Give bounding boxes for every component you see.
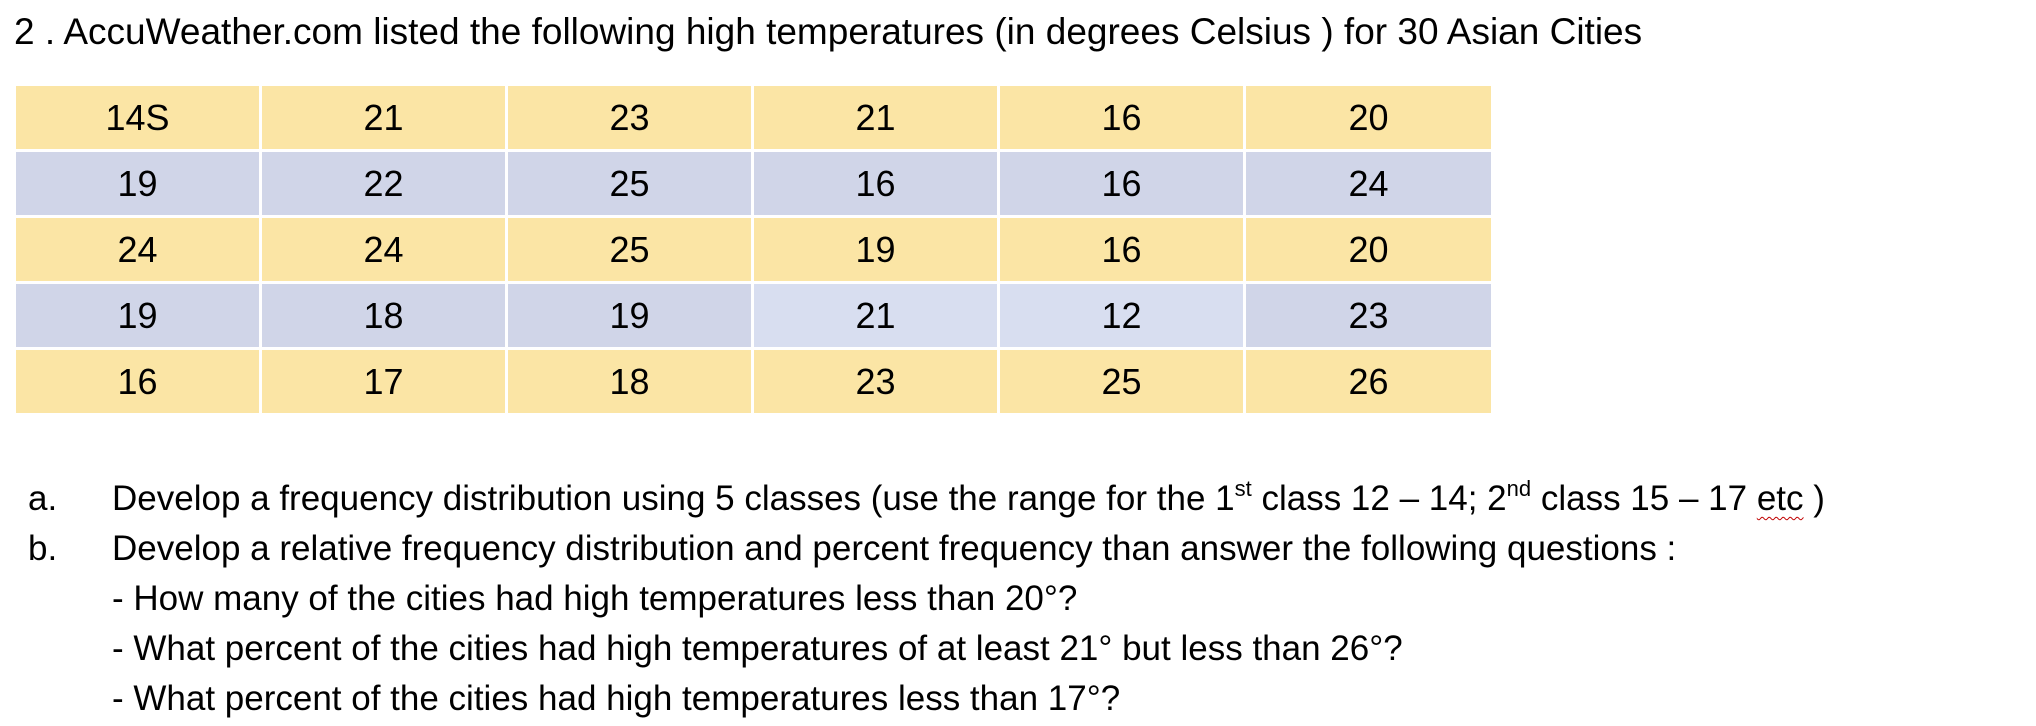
question-b-item-text: - What percent of the cities had high te… <box>112 679 1121 718</box>
table-cell: 19 <box>13 149 262 218</box>
table-cell: 21 <box>259 83 508 152</box>
question-a-letter: a. <box>28 479 58 518</box>
table-cell: 12 <box>997 281 1246 350</box>
question-b-text: Develop a relative frequency distributio… <box>112 529 1677 568</box>
temperature-table: 14S 21 23 21 16 20 19 22 25 16 16 24 24 … <box>13 83 1494 416</box>
table-cell: 25 <box>997 347 1246 416</box>
table-cell: 16 <box>13 347 262 416</box>
table-cell: 16 <box>751 149 1000 218</box>
table-cell: 24 <box>13 215 262 284</box>
table-cell: 18 <box>259 281 508 350</box>
table-cell: 23 <box>1243 281 1494 350</box>
table-cell: 16 <box>997 215 1246 284</box>
table-cell: 19 <box>505 281 754 350</box>
table-cell: 21 <box>751 83 1000 152</box>
table-cell: 20 <box>1243 83 1494 152</box>
table-row: 19 22 25 16 16 24 <box>13 149 1494 218</box>
table-cell: 16 <box>997 83 1246 152</box>
table-cell: 17 <box>259 347 508 416</box>
table-cell: 23 <box>505 83 754 152</box>
question-heading: 2 . AccuWeather.com listed the following… <box>14 11 1643 52</box>
table-row: 19 18 19 21 12 23 <box>13 281 1494 350</box>
spellcheck-underlined-word: etc <box>1756 479 1804 518</box>
question-b-letter: b. <box>28 529 58 568</box>
table-cell: 25 <box>505 215 754 284</box>
table-cell: 21 <box>751 281 1000 350</box>
table-row: 16 17 18 23 25 26 <box>13 347 1494 416</box>
table-cell: 18 <box>505 347 754 416</box>
question-a-text: Develop a frequency distribution using 5… <box>112 476 1825 519</box>
table-cell: 24 <box>259 215 508 284</box>
question-b-item-text: - What percent of the cities had high te… <box>112 629 1403 668</box>
table-cell: 26 <box>1243 347 1494 416</box>
table-cell: 19 <box>13 281 262 350</box>
question-b-item-text: - How many of the cities had high temper… <box>112 579 1078 618</box>
table-cell: 20 <box>1243 215 1494 284</box>
table-row: 24 24 25 19 16 20 <box>13 215 1494 284</box>
table-cell: 19 <box>751 215 1000 284</box>
table-cell: 22 <box>259 149 508 218</box>
table-cell: 23 <box>751 347 1000 416</box>
table-cell: 25 <box>505 149 754 218</box>
table-cell: 14S <box>13 83 262 152</box>
table-cell: 24 <box>1243 149 1494 218</box>
table-cell: 16 <box>997 149 1246 218</box>
table-row: 14S 21 23 21 16 20 <box>13 83 1494 152</box>
